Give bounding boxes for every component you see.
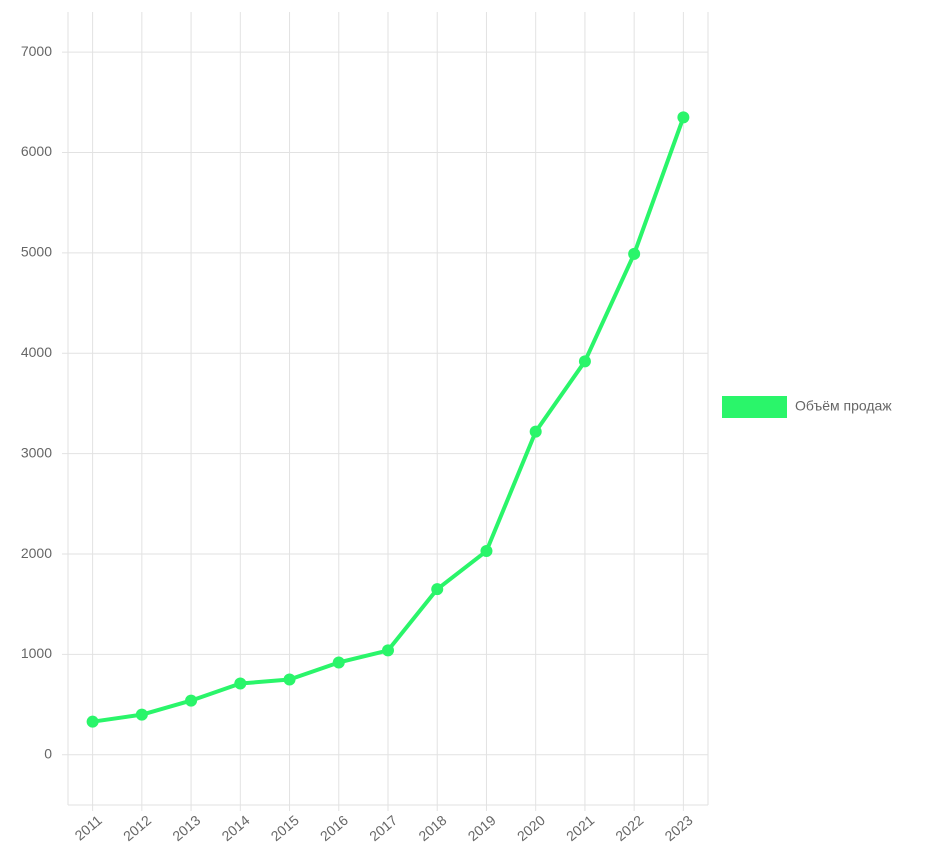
x-tick-label: 2012 (120, 812, 154, 844)
y-tick-label: 1000 (21, 645, 52, 661)
y-tick-label: 4000 (21, 344, 52, 360)
x-tick-label: 2015 (268, 812, 302, 844)
y-tick-label: 5000 (21, 244, 52, 260)
data-point (529, 425, 542, 438)
data-point (382, 644, 394, 657)
legend-label: Объём продаж (795, 398, 892, 414)
data-point (283, 673, 296, 686)
x-tick-label: 2020 (514, 812, 548, 844)
data-point (480, 545, 493, 558)
data-point (185, 694, 198, 707)
legend-swatch (722, 396, 787, 418)
y-tick-label: 7000 (21, 43, 52, 59)
x-tick-label: 2011 (72, 812, 106, 844)
data-point (677, 111, 690, 124)
x-tick-label: 2022 (612, 812, 646, 844)
y-tick-label: 0 (44, 746, 52, 762)
data-point (431, 583, 444, 596)
x-tick-label: 2017 (366, 812, 400, 844)
data-point (332, 656, 345, 669)
x-tick-label: 2021 (563, 812, 597, 844)
x-tick-label: 2013 (169, 812, 203, 844)
data-point (628, 247, 641, 260)
y-tick-label: 2000 (21, 545, 52, 561)
y-tick-label: 3000 (21, 444, 52, 460)
x-tick-label: 2014 (218, 812, 252, 844)
x-tick-label: 2016 (317, 812, 351, 844)
data-point (234, 677, 247, 690)
x-tick-label: 2018 (415, 812, 449, 844)
data-point (578, 355, 591, 368)
data-point (86, 715, 99, 728)
x-tick-label: 2019 (465, 812, 499, 844)
data-point (135, 708, 148, 721)
y-tick-label: 6000 (21, 143, 52, 159)
x-tick-label: 2023 (662, 812, 696, 844)
